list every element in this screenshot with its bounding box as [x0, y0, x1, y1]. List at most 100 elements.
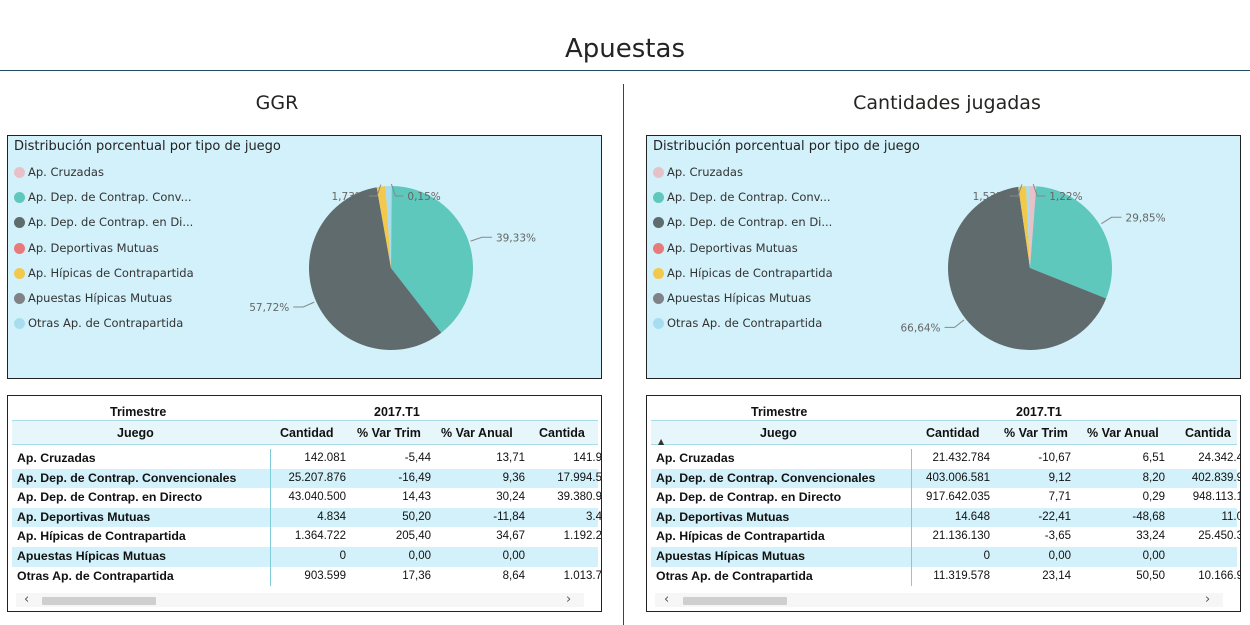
pie-slice[interactable] [376, 187, 391, 268]
cell-var-anual: 34,67 [496, 530, 525, 543]
pie-chart-panel-ggr[interactable]: Distribución porcentual por tipo de jueg… [7, 135, 602, 379]
legend-item[interactable]: Ap. Dep. de Contrap. Conv... [14, 190, 194, 215]
column-separator [911, 546, 912, 567]
pie-chart[interactable]: 0,15% 39,33% 57,72% 1,73% [8, 136, 601, 378]
pie-slice[interactable] [391, 185, 392, 268]
col-juego[interactable]: Juego [760, 426, 797, 440]
col-cantidad[interactable]: Cantidad [926, 426, 980, 440]
pie-slice[interactable] [391, 186, 474, 333]
data-label: 0,15% [407, 191, 440, 203]
table-row[interactable]: Ap. Hípicas de Contrapartida 21.136.130 -3… [651, 527, 1240, 547]
legend-item[interactable]: Ap. Deportivas Mutuas [14, 241, 194, 266]
row-label: Apuestas Hípicas Mutuas [656, 548, 805, 563]
column-separator [270, 546, 271, 567]
scroll-right-icon[interactable]: › [566, 592, 572, 607]
cell-var-trim: -22,41 [1038, 510, 1071, 523]
pie-chart[interactable]: 1,22% 29,85% 66,64% 1,53% [647, 136, 1240, 378]
cell-var-anual: 0,00 [502, 549, 525, 562]
cell-var-trim: 0,00 [1048, 549, 1071, 562]
scroll-left-icon[interactable]: ‹ [24, 592, 30, 607]
legend-item[interactable]: Otras Ap. de Contrapartida [14, 316, 194, 341]
cell-cantidad: 14.648 [954, 510, 990, 523]
pie-slice[interactable] [1018, 186, 1030, 268]
cell-cantidad-cut: 1.013.7 [563, 569, 602, 582]
legend-item[interactable]: Ap. Dep. de Contrap. en Di... [14, 215, 194, 240]
data-label-leader [390, 183, 404, 197]
scroll-left-icon[interactable]: ‹ [664, 592, 670, 607]
pie-slice[interactable] [376, 186, 391, 268]
cell-var-anual: 50,50 [1136, 569, 1165, 582]
legend-item[interactable]: Apuestas Hípicas Mutuas [653, 291, 833, 316]
cell-var-anual: 9,36 [502, 471, 525, 484]
pie-slice[interactable] [948, 186, 1107, 351]
legend-marker [14, 217, 25, 229]
col-var-trim[interactable]: % Var Trim [357, 426, 421, 440]
cell-var-anual: 8,64 [502, 569, 525, 582]
cell-cantidad: 11.319.578 [933, 569, 990, 582]
legend-marker [653, 292, 664, 304]
cell-cantidad-cut: 3.4 [586, 510, 602, 523]
legend-item[interactable]: Apuestas Hípicas Mutuas [14, 291, 194, 316]
cell-var-trim: -5,44 [404, 452, 431, 464]
col-cantidad-cut[interactable]: Cantida [539, 426, 585, 440]
cell-cantidad: 142.081 [304, 452, 346, 464]
cell-var-anual: -48,68 [1132, 510, 1165, 523]
legend-item[interactable]: Ap. Dep. de Contrap. Conv... [653, 190, 833, 215]
table-row[interactable]: Apuestas Hípicas Mutuas 0 0,00 0,00 [651, 546, 1237, 567]
data-label-leader [1101, 216, 1122, 225]
pie-slice[interactable] [385, 186, 391, 268]
sort-ascending-icon[interactable]: ▲ [658, 437, 665, 446]
data-label: 57,72% [249, 302, 289, 314]
data-label: 1,22% [1049, 191, 1082, 203]
table-row[interactable]: Ap. Cruzadas 142.081 -5,44 13,71 141.9 [12, 449, 601, 469]
legend-label: Otras Ap. de Contrapartida [28, 316, 184, 331]
table-row[interactable]: Otras Ap. de Contrapartida 11.319.578 23,1… [651, 566, 1240, 587]
table-body: Ap. Cruzadas 21.432.784 -10,67 6,51 24.342.4… [651, 449, 1240, 587]
table-row[interactable]: Ap. Hípicas de Contrapartida 1.364.722 205… [12, 527, 601, 547]
scroll-thumb[interactable] [42, 597, 156, 605]
horizontal-scrollbar[interactable]: ‹ › [16, 592, 584, 607]
table-row[interactable]: Ap. Dep. de Contrap. en Directo 43.040.50… [12, 488, 601, 508]
table-row[interactable]: Otras Ap. de Contrapartida 903.599 17,36 8,… [12, 566, 601, 587]
col-cantidad[interactable]: Cantidad [280, 426, 334, 440]
cell-cantidad: 903.599 [304, 569, 346, 582]
pie-slice[interactable] [1026, 185, 1030, 268]
table-row[interactable]: Ap. Dep. de Contrap. en Directo 917.642.0… [651, 488, 1240, 508]
col-juego[interactable]: Juego [117, 426, 154, 440]
pie-slice[interactable] [1030, 186, 1037, 268]
scroll-right-icon[interactable]: › [1205, 592, 1211, 607]
legend-marker [653, 217, 664, 229]
col-var-anual[interactable]: % Var Anual [441, 426, 513, 440]
legend-label: Ap. Deportivas Mutuas [667, 240, 798, 255]
table-row[interactable]: Ap. Dep. de Contrap. Convencionales 25.20… [12, 468, 601, 489]
pie-chart-panel-cantidades[interactable]: Distribución porcentual por tipo de jueg… [646, 135, 1241, 379]
legend-item[interactable]: Otras Ap. de Contrapartida [653, 316, 833, 341]
horizontal-scrollbar[interactable]: ‹ › [655, 592, 1223, 607]
table-row[interactable]: Ap. Cruzadas 21.432.784 -10,67 6,51 24.342.4 [651, 449, 1240, 469]
pie-slice[interactable] [1030, 186, 1113, 299]
legend-item[interactable]: Ap. Cruzadas [653, 165, 833, 190]
legend-item[interactable]: Ap. Hípicas de Contrapartida [653, 266, 833, 291]
column-separator [270, 566, 271, 587]
table-row[interactable]: Apuestas Hípicas Mutuas 0 0,00 0,00 [12, 546, 598, 567]
page-title: Apuestas [565, 34, 685, 64]
pie-slice[interactable] [308, 187, 442, 351]
col-var-anual[interactable]: % Var Anual [1087, 426, 1159, 440]
matrix-table-cantidades[interactable]: Trimestre 2017.T1 Juego Cantidad % Var T… [646, 395, 1241, 612]
col-cantidad-cut[interactable]: Cantida [1185, 426, 1231, 440]
legend-marker [653, 192, 664, 204]
legend-item[interactable]: Ap. Cruzadas [14, 165, 194, 190]
legend-item[interactable]: Ap. Dep. de Contrap. en Di... [653, 215, 833, 240]
header-trimestre: Trimestre [751, 405, 808, 419]
row-label: Otras Ap. de Contrapartida [656, 568, 813, 583]
table-row[interactable]: Ap. Dep. de Contrap. Convencionales 403.0… [651, 468, 1240, 489]
scroll-thumb[interactable] [683, 597, 787, 605]
data-label-leader [368, 184, 382, 197]
legend-item[interactable]: Ap. Deportivas Mutuas [653, 241, 833, 266]
col-var-trim[interactable]: % Var Trim [1004, 426, 1068, 440]
legend-item[interactable]: Ap. Hípicas de Contrapartida [14, 266, 194, 291]
row-label: Ap. Deportivas Mutuas [17, 509, 151, 524]
table-row[interactable]: Ap. Deportivas Mutuas 4.834 50,20 -11,84 3.4 [12, 507, 601, 528]
table-row[interactable]: Ap. Deportivas Mutuas 14.648 -22,41 -48,68 1… [651, 507, 1240, 528]
matrix-table-ggr[interactable]: Trimestre 2017.T1 Juego Cantidad % Var T… [7, 395, 602, 612]
